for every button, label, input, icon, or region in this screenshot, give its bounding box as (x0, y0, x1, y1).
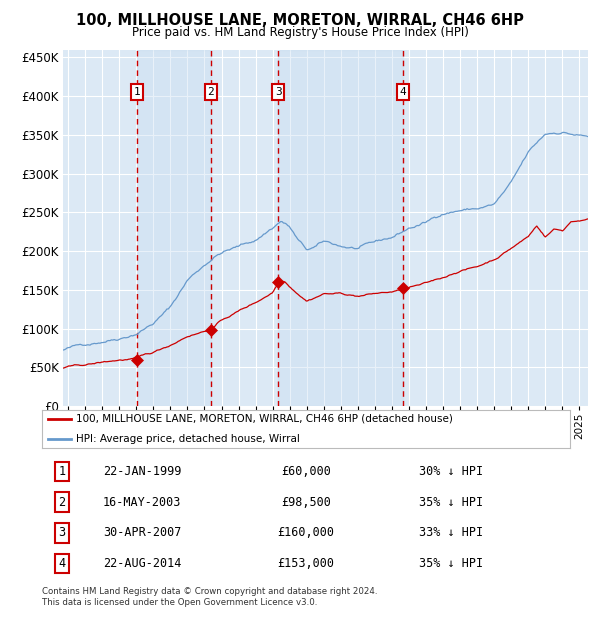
Text: Price paid vs. HM Land Registry's House Price Index (HPI): Price paid vs. HM Land Registry's House … (131, 26, 469, 39)
Text: 22-JAN-1999: 22-JAN-1999 (103, 465, 182, 478)
Text: 22-AUG-2014: 22-AUG-2014 (103, 557, 182, 570)
Text: 2: 2 (59, 495, 65, 508)
Text: 1: 1 (59, 465, 65, 478)
Text: £160,000: £160,000 (277, 526, 335, 539)
Text: 16-MAY-2003: 16-MAY-2003 (103, 495, 182, 508)
Text: £153,000: £153,000 (277, 557, 335, 570)
Text: 100, MILLHOUSE LANE, MORETON, WIRRAL, CH46 6HP: 100, MILLHOUSE LANE, MORETON, WIRRAL, CH… (76, 13, 524, 29)
Text: 100, MILLHOUSE LANE, MORETON, WIRRAL, CH46 6HP (detached house): 100, MILLHOUSE LANE, MORETON, WIRRAL, CH… (76, 414, 453, 424)
Bar (137, 50, 211, 406)
Bar (278, 50, 403, 406)
Text: 30% ↓ HPI: 30% ↓ HPI (419, 465, 483, 478)
Text: 35% ↓ HPI: 35% ↓ HPI (419, 557, 483, 570)
Text: HPI: Average price, detached house, Wirral: HPI: Average price, detached house, Wirr… (76, 435, 300, 445)
Text: £60,000: £60,000 (281, 465, 331, 478)
Text: 4: 4 (59, 557, 65, 570)
Text: £98,500: £98,500 (281, 495, 331, 508)
Text: Contains HM Land Registry data © Crown copyright and database right 2024.: Contains HM Land Registry data © Crown c… (42, 587, 377, 596)
Text: 3: 3 (275, 87, 281, 97)
Text: 35% ↓ HPI: 35% ↓ HPI (419, 495, 483, 508)
Text: This data is licensed under the Open Government Licence v3.0.: This data is licensed under the Open Gov… (42, 598, 317, 607)
Text: 30-APR-2007: 30-APR-2007 (103, 526, 182, 539)
Text: 33% ↓ HPI: 33% ↓ HPI (419, 526, 483, 539)
Text: 1: 1 (134, 87, 140, 97)
Text: 3: 3 (59, 526, 65, 539)
Text: 2: 2 (208, 87, 214, 97)
Text: 4: 4 (400, 87, 406, 97)
